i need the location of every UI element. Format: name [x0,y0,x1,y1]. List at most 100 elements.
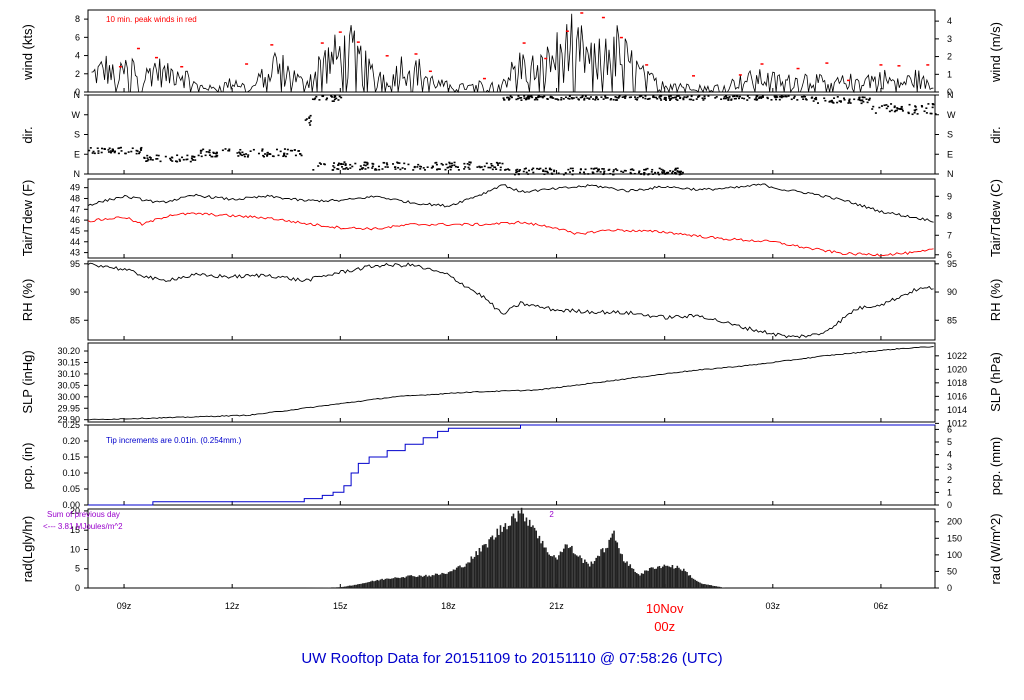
dir-point [419,168,422,170]
dir-point [262,154,265,157]
dir-point [398,162,401,164]
left-tick-label: 0.20 [62,436,80,446]
right-tick-label: 90 [947,287,957,297]
dir-point [662,169,665,172]
dir-point [632,169,635,172]
dir-point [525,98,528,101]
dir-point [733,97,736,100]
right-tick-label: 6 [947,250,952,260]
dir-point [614,168,617,170]
dir-point [118,147,121,149]
dir-point [690,98,693,101]
dir-point [734,97,737,100]
dir-point [97,150,100,152]
peak-wind-mark [118,65,122,68]
dir-point [792,97,795,99]
dir-point [305,118,308,120]
dir-point [131,147,134,150]
dir-point [507,168,510,170]
dir-point [96,147,99,150]
dir-point [332,100,335,102]
dir-point [592,172,595,174]
dir-point [286,153,289,155]
dir-point [103,148,106,150]
dir-point [655,96,658,99]
dir-point [658,173,661,176]
dir-point [365,161,368,164]
dir-point [212,152,215,154]
dir-point [790,98,793,101]
right-tick-label: 1 [947,69,952,79]
dir-point [404,168,407,170]
dir-point [518,170,521,172]
dir-point [331,100,334,102]
dir-point [264,153,267,155]
pcp-annotation: Tip increments are 0.01in. (0.254mm.) [106,436,242,445]
dir-point [140,149,143,151]
dir-point [441,164,444,166]
dir-point [257,152,260,155]
dir-point [266,152,269,154]
dir-point [674,96,677,99]
dir-point [737,97,740,100]
dir-point [407,163,410,166]
dir-point [109,150,112,152]
dir-point [114,150,117,153]
left-tick-label: 49 [70,183,80,193]
dir-point [861,99,864,101]
dir-point [139,147,142,150]
dir-point [609,172,612,175]
dir-point [901,110,904,112]
dir-point [506,96,509,99]
peak-wind-mark [796,67,800,70]
dir-point [539,95,542,98]
dir-point [330,96,333,98]
dir-point [893,110,896,113]
right-tick-label: 1020 [947,364,967,374]
dir-point [138,152,141,155]
left-tick-label: 0.25 [62,420,80,430]
dir-point [374,168,377,171]
dir-point [151,159,154,161]
dir-point [678,171,681,174]
dir-point [636,98,639,101]
right-tick-label: N [947,169,954,179]
dir-point [568,98,571,100]
dir-point [533,98,536,101]
dir-point [604,95,607,98]
dir-point [674,168,677,171]
right-tick-label: E [947,149,953,159]
dir-point [927,103,930,105]
dir-point [275,148,278,151]
dir-point [438,168,441,170]
dir-point [515,171,518,174]
dir-point [467,166,470,169]
dir-point [592,168,595,170]
dir-point [887,105,890,108]
ylabel-right: wind (m/s) [988,22,1003,83]
dir-point [663,96,666,99]
dir-point [588,98,591,100]
dir-point [733,95,736,97]
dir-point [333,166,336,169]
ylabel-right: SLP (hPa) [988,352,1003,412]
dir-point [643,168,646,171]
dir-point [607,169,610,171]
dir-point [583,173,586,175]
dir-point [758,97,761,99]
dir-point [836,101,839,104]
dir-point [815,96,818,99]
dir-point [351,165,354,168]
dir-point [91,152,94,154]
dir-point [848,99,851,102]
dir-point [393,166,396,168]
dir-point [468,161,471,163]
dir-point [100,151,103,154]
dir-point [245,153,248,155]
dir-point [644,168,647,171]
dir-point [503,169,506,171]
dir-point [215,155,218,158]
dir-point [579,171,582,174]
dir-point [199,152,202,154]
